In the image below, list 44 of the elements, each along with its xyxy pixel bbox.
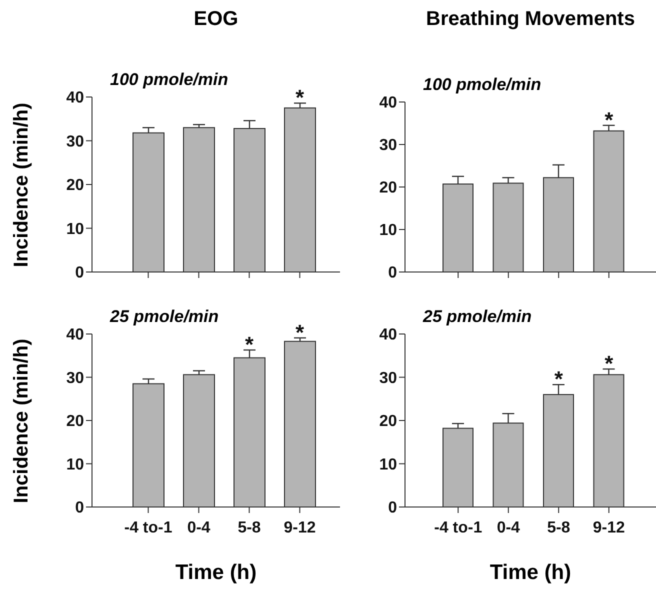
y-tick-label: 10: [66, 456, 84, 474]
x-tick-label: -4 to-1: [434, 519, 482, 536]
chart-subtitle: 25 pmole/min: [110, 307, 219, 327]
chart-subtitle: 100 pmole/min: [423, 75, 542, 95]
y-tick-label: 0: [75, 500, 84, 517]
annotation: *: [604, 107, 614, 132]
chart-title: Breathing Movements: [425, 8, 636, 31]
y-tick-label: 40: [379, 326, 398, 344]
y-tick-label: 30: [379, 370, 398, 387]
y-axis-title: Incidence (min/h): [10, 102, 34, 267]
x-axis-title: Time (h): [174, 561, 258, 585]
y-tick-label: 10: [379, 222, 398, 240]
y-tick-label: 0: [75, 264, 84, 282]
y-tick-label: 20: [379, 413, 398, 430]
annotation: *: [604, 351, 614, 376]
y-tick-label: 30: [379, 137, 398, 154]
y-tick-label: 40: [66, 90, 84, 107]
annotation: *: [295, 85, 304, 110]
y-tick-label: 10: [379, 456, 398, 474]
y-tick-label: 20: [66, 177, 84, 194]
x-tick-label: 9-12: [284, 519, 316, 536]
y-tick-label: 10: [66, 220, 84, 238]
y-tick-label: 20: [66, 413, 84, 430]
x-tick-label: 5-8: [238, 519, 261, 536]
annotation: *: [244, 332, 254, 358]
annotation: *: [554, 366, 564, 392]
y-axis-title: Incidence (min/h): [10, 338, 34, 503]
y-tick-label: 20: [379, 180, 398, 197]
y-tick-label: 40: [66, 326, 84, 344]
x-tick-label: -4 to-1: [124, 519, 172, 536]
y-tick-label: 0: [388, 264, 398, 282]
y-tick-label: 30: [66, 370, 84, 387]
x-axis-title: Time (h): [488, 561, 572, 585]
x-tick-label: 0-4: [187, 519, 210, 536]
chart-subtitle: 100 pmole/min: [110, 70, 228, 90]
y-tick-label: 40: [379, 94, 398, 112]
x-tick-label: 0-4: [496, 519, 520, 536]
x-tick-label: 9-12: [592, 519, 625, 536]
annotation: *: [295, 320, 304, 345]
y-tick-label: 30: [66, 133, 84, 150]
chart-title: EOG: [192, 8, 240, 31]
x-tick-label: 5-8: [547, 519, 570, 536]
chart-subtitle: 25 pmole/min: [423, 307, 532, 327]
y-tick-label: 0: [388, 500, 398, 517]
